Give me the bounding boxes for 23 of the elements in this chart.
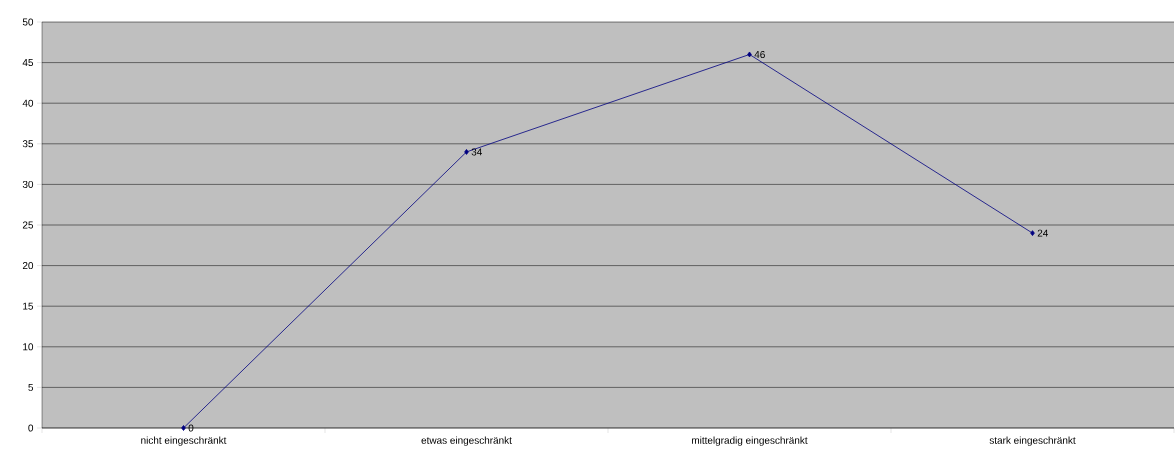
y-tick-label: 25 [22, 221, 34, 229]
data-label: 0 [188, 424, 194, 432]
data-label: 34 [471, 148, 483, 156]
y-tick-label: 15 [23, 302, 34, 310]
y-tick-label: 20 [22, 262, 34, 270]
data-label: 24 [1037, 229, 1049, 237]
y-tick-label: 35 [22, 140, 34, 148]
y-tick-label: 10 [23, 343, 34, 351]
y-tick-label: 40 [22, 99, 34, 107]
point [181, 425, 186, 431]
y-tick-label: 30 [22, 180, 34, 188]
data-label: 46 [754, 50, 765, 58]
x-tick-label: nicht eingeschränkt [141, 436, 227, 446]
y-tick-label: 0 [28, 424, 34, 432]
y-tick-label: 50 [22, 18, 34, 26]
x-tick-label: mittelgradig eingeschränkt [692, 436, 808, 446]
point [747, 51, 752, 58]
y-tick-label: 5 [28, 383, 34, 391]
x-tick-label: stark eingeschränkt [989, 436, 1076, 446]
y-tick-label: 45 [22, 59, 34, 67]
point [1030, 230, 1035, 237]
point [464, 149, 469, 155]
x-tick-label: etwas eingeschränkt [421, 436, 512, 446]
